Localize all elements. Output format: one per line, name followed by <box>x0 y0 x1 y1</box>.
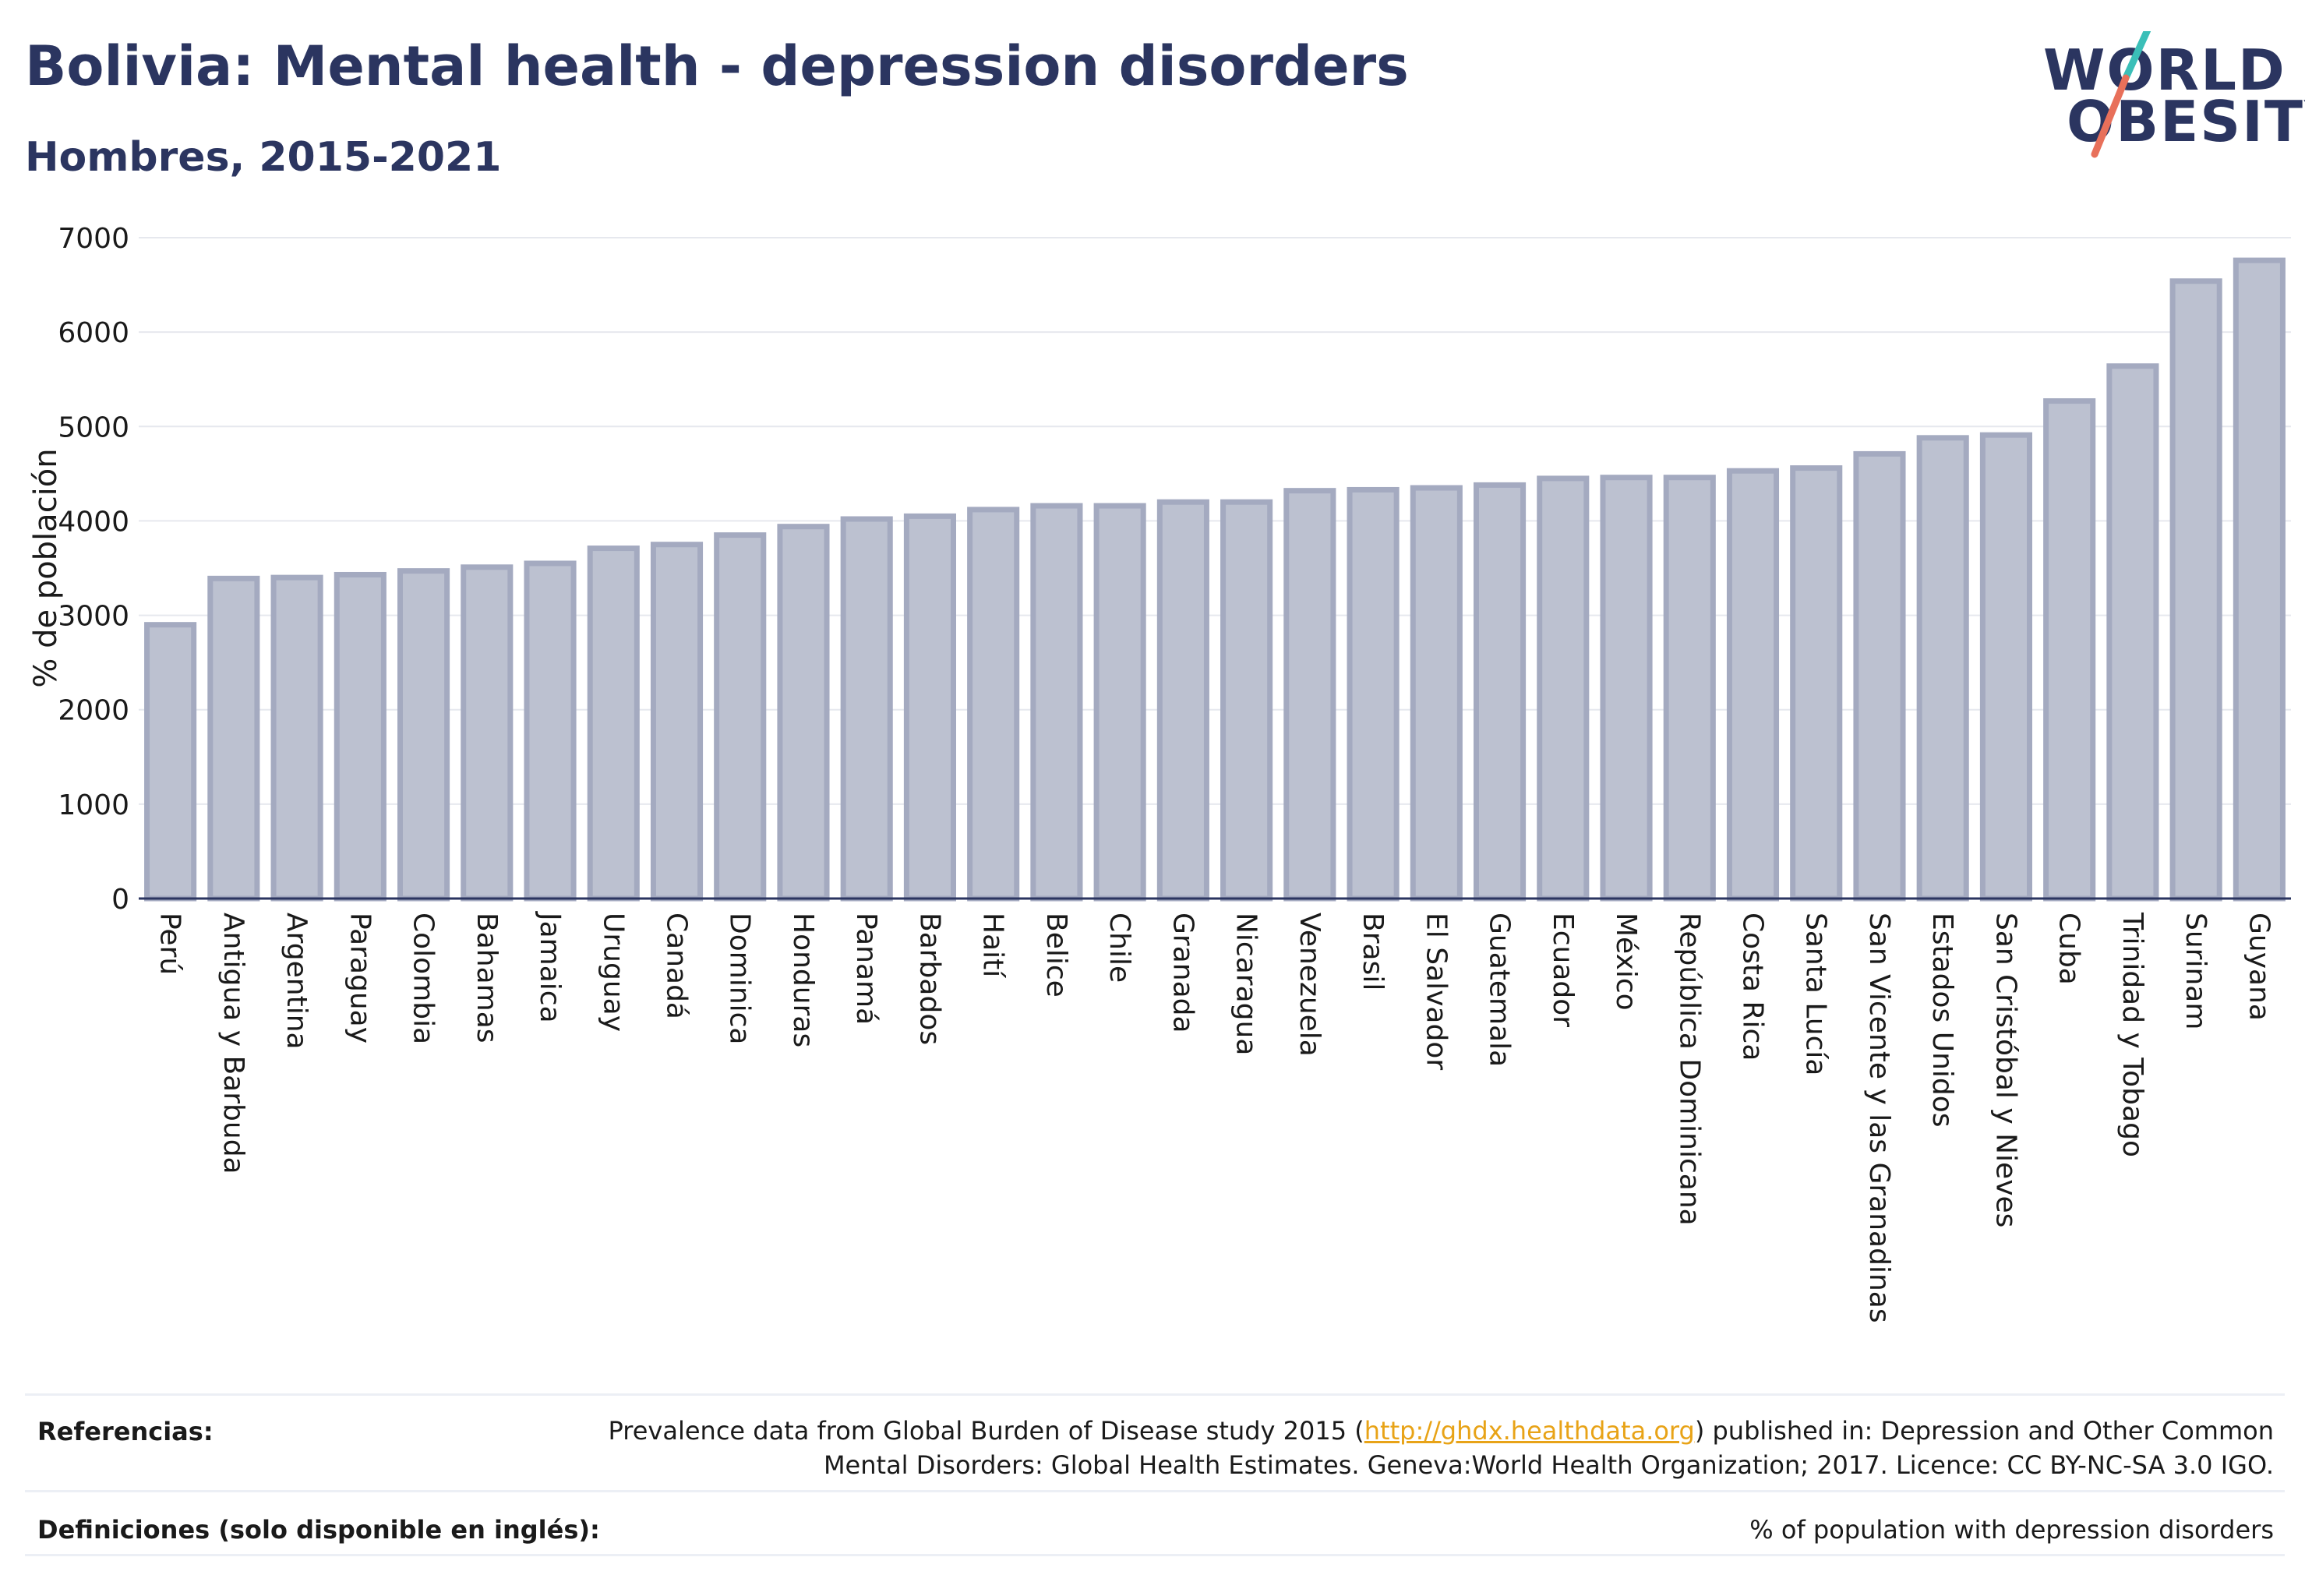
x-tick-label: Honduras <box>787 913 819 1047</box>
y-tick-label: 3000 <box>58 601 129 633</box>
x-tick-label: Guyana <box>2243 913 2275 1021</box>
footer-divider <box>25 1393 2285 1396</box>
x-tick-label: El Salvador <box>1420 913 1452 1070</box>
y-tick-label: 0 <box>111 884 129 916</box>
logo-slash-icon <box>2091 31 2151 158</box>
x-tick-label: Granada <box>1167 913 1198 1033</box>
bar <box>1537 475 1590 902</box>
bar <box>967 507 1020 902</box>
bar <box>1030 503 1083 902</box>
bar <box>270 574 323 902</box>
x-tick-label: Ecuador <box>1547 913 1579 1027</box>
x-tick-label: Trinidad y Tobago <box>2116 912 2148 1157</box>
references-label: Referencias: <box>37 1417 214 1446</box>
references-text-end: ) published in: Depression and Other Com… <box>823 1416 2274 1480</box>
bar <box>144 622 197 902</box>
references-link[interactable]: http://ghdx.healthdata.org <box>1364 1416 1695 1446</box>
bar <box>650 542 704 902</box>
bar <box>777 524 830 902</box>
bar <box>1853 450 1906 902</box>
y-tick-label: 4000 <box>58 506 129 538</box>
y-tick-label: 5000 <box>58 411 129 443</box>
bar <box>903 513 956 902</box>
x-tick-label: Estados Unidos <box>1926 913 1958 1128</box>
bar <box>1347 486 1400 902</box>
x-tick-label: Cuba <box>2053 913 2085 985</box>
x-tick-label: Santa Lucía <box>1800 913 1832 1075</box>
chart-title: Bolivia: Mental health - depression diso… <box>25 34 1409 98</box>
x-tick-label: Perú <box>154 913 186 975</box>
bar <box>524 560 577 902</box>
y-tick-label: 7000 <box>58 223 129 255</box>
logo-line-1: WORLD <box>2043 37 2286 103</box>
bar <box>1916 435 1969 902</box>
bar <box>714 532 767 902</box>
bar <box>397 568 450 902</box>
x-tick-label: Dominica <box>724 913 756 1045</box>
bar <box>1979 432 2032 902</box>
definitions-text: % of population with depression disorder… <box>1749 1515 2274 1545</box>
x-tick-label: Brasil <box>1357 913 1389 990</box>
bar <box>461 564 514 902</box>
bar <box>1156 499 1209 902</box>
bar <box>1600 475 1653 902</box>
x-tick-label: Canadá <box>661 913 693 1019</box>
x-tick-label: México <box>1610 913 1642 1011</box>
bar <box>1790 465 1843 902</box>
definitions-label: Definiciones (solo disponible en inglés)… <box>37 1515 600 1545</box>
footer-divider <box>25 1554 2285 1556</box>
x-tick-label: Colombia <box>408 913 439 1044</box>
x-tick-label: Barbados <box>913 913 945 1045</box>
world-obesity-logo: WORLD OBESITY <box>2034 31 2305 171</box>
x-tick-label: Jamaica <box>534 911 566 1023</box>
y-tick-label: 1000 <box>58 789 129 821</box>
bar <box>1663 475 1716 902</box>
references-text: Prevalence data from Global Burden of Di… <box>559 1414 2274 1482</box>
x-tick-label: Nicaragua <box>1230 913 1262 1055</box>
bar <box>1283 488 1336 902</box>
bar <box>1410 485 1463 902</box>
bar <box>2169 278 2222 902</box>
x-tick-label: República Dominicana <box>1673 913 1705 1226</box>
x-tick-label: San Cristóbal y Nieves <box>1989 913 2021 1227</box>
x-tick-label: San Vicente y las Granadinas <box>1863 913 1895 1323</box>
bar <box>2043 398 2096 902</box>
x-tick-label: Belice <box>1040 913 1072 998</box>
x-tick-label: Paraguay <box>344 913 376 1043</box>
bar <box>1220 499 1273 902</box>
bar <box>840 516 893 902</box>
bar <box>1726 468 1780 902</box>
x-tick-label: Antigua y Barbuda <box>217 913 249 1174</box>
x-tick-label: Bahamas <box>471 913 503 1043</box>
bar <box>2233 257 2286 902</box>
bar <box>334 571 387 902</box>
x-tick-label: Surinam <box>2180 913 2211 1029</box>
x-tick-label: Uruguay <box>597 913 629 1032</box>
x-tick-label: Costa Rica <box>1737 913 1769 1061</box>
bar-chart: 0 1000 2000 3000 4000 5000 6000 7000 % de poblac… <box>28 223 2291 1323</box>
bar <box>1093 503 1146 902</box>
bar <box>1474 482 1527 902</box>
y-axis-label: % de población <box>28 448 64 687</box>
y-tick-label: 2000 <box>58 695 129 727</box>
bar <box>207 575 260 902</box>
footer-divider <box>25 1490 2285 1492</box>
y-tick-label: 6000 <box>58 317 129 349</box>
bar <box>2106 363 2159 902</box>
x-tick-label: Venezuela <box>1294 913 1325 1057</box>
bar <box>587 546 640 902</box>
references-text-start: Prevalence data from Global Burden of Di… <box>608 1416 1364 1446</box>
chart-subtitle: Hombres, 2015-2021 <box>25 134 502 181</box>
x-tick-label: Haití <box>977 913 1009 978</box>
x-tick-label: Argentina <box>281 913 312 1050</box>
x-tick-label: Panamá <box>850 913 882 1025</box>
x-tick-label: Chile <box>1103 913 1135 983</box>
x-tick-label: Guatemala <box>1484 913 1516 1067</box>
